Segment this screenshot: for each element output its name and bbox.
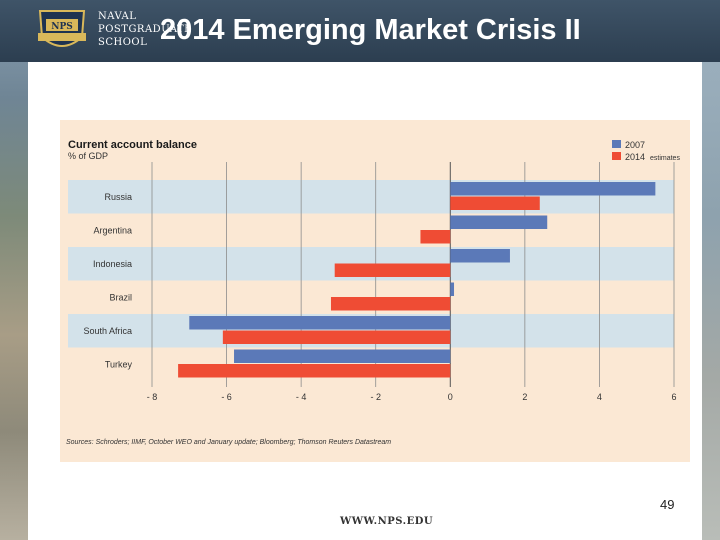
chart-subtitle: % of GDP bbox=[68, 151, 108, 161]
page-number: 49 bbox=[660, 497, 675, 512]
category-label-brazil: Brazil bbox=[109, 292, 132, 302]
bar-indonesia-2014 bbox=[334, 263, 451, 277]
x-tick-label: 2 bbox=[522, 392, 527, 402]
x-tick-label: - 8 bbox=[147, 392, 158, 402]
legend-label-2014: 2014 bbox=[625, 152, 645, 162]
school-name: NAVAL POSTGRADUATE SCHOOL bbox=[98, 10, 192, 49]
x-tick-label: - 2 bbox=[370, 392, 381, 402]
current-account-chart: Russia Argentina Indonesia Brazil South Afri… bbox=[60, 120, 690, 462]
bar-russia-2014 bbox=[450, 196, 540, 210]
chart-title: Current account balance bbox=[68, 139, 197, 151]
legend-swatch-2007 bbox=[612, 140, 621, 148]
nps-crest-logo: NPS bbox=[38, 10, 86, 47]
legend-swatch-2014 bbox=[612, 152, 621, 160]
background-photo-right bbox=[702, 0, 720, 540]
category-label-russia: Russia bbox=[104, 192, 132, 202]
bar-brazil-2007 bbox=[450, 282, 455, 296]
school-line-2: POSTGRADUATE bbox=[98, 24, 192, 35]
x-tick-label: 4 bbox=[597, 392, 602, 402]
bar-turkey-2014 bbox=[178, 364, 451, 378]
bar-russia-2007 bbox=[450, 182, 656, 196]
slide-title: 2014 Emerging Market Crisis II bbox=[160, 14, 581, 46]
svg-text:NPS: NPS bbox=[51, 22, 73, 32]
legend-label-2007: 2007 bbox=[625, 140, 645, 150]
chart-source: Sources: Schroders; IIMF, October WEO an… bbox=[66, 439, 391, 446]
bar-brazil-2014 bbox=[330, 297, 451, 311]
legend-note-estimates: estimates bbox=[650, 155, 680, 162]
slide-header: NPS NAVAL POSTGRADUATE SCHOOL 2014 Emerg… bbox=[0, 0, 720, 62]
bar-indonesia-2007 bbox=[450, 249, 510, 263]
bar-south-africa-2014 bbox=[222, 330, 451, 344]
x-tick-label: - 4 bbox=[296, 392, 307, 402]
background-photo-left bbox=[0, 0, 28, 540]
category-label-south-africa: South Africa bbox=[83, 326, 132, 336]
x-tick-label: 0 bbox=[448, 392, 453, 402]
bar-turkey-2007 bbox=[234, 349, 451, 363]
x-tick-label: - 6 bbox=[221, 392, 232, 402]
bar-argentina-2007 bbox=[450, 215, 548, 229]
category-label-argentina: Argentina bbox=[93, 225, 132, 235]
school-line-1: NAVAL bbox=[98, 11, 137, 22]
school-line-3: SCHOOL bbox=[98, 37, 148, 48]
bar-south-africa-2007 bbox=[189, 316, 451, 330]
bar-argentina-2014 bbox=[420, 230, 451, 244]
footer-url: WWW.NPS.EDU bbox=[340, 516, 434, 527]
category-label-indonesia: Indonesia bbox=[93, 259, 132, 269]
x-tick-label: 6 bbox=[671, 392, 676, 402]
category-label-turkey: Turkey bbox=[105, 359, 133, 369]
chart-svg: Russia Argentina Indonesia Brazil South Afri… bbox=[66, 139, 680, 446]
